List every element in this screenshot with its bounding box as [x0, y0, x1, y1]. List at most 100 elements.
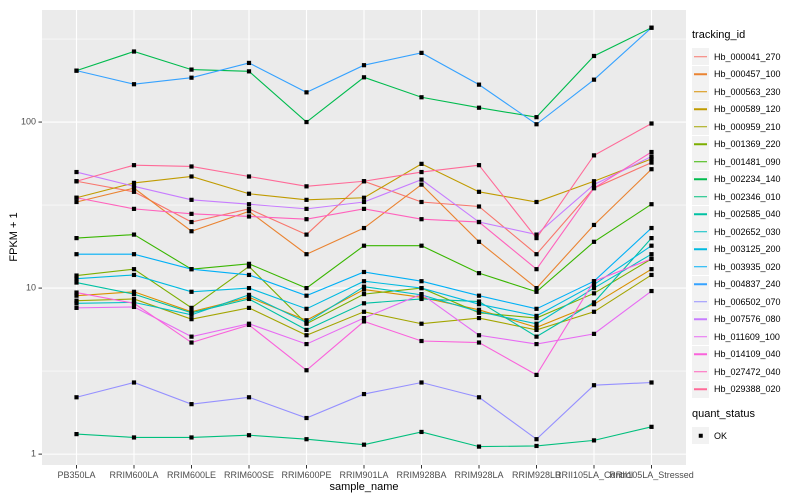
- series-color-line-icon: [694, 73, 707, 75]
- data-point-marker: [246, 214, 252, 219]
- data-point-marker: [246, 174, 252, 179]
- data-point-marker: [74, 395, 79, 400]
- legend-item-label: Hb_003935_020: [714, 261, 781, 272]
- data-point-marker: [189, 174, 194, 179]
- legend-item: Hb_007576_080: [692, 310, 798, 329]
- x-tick-label: RRIM928BA: [396, 470, 447, 480]
- data-point-marker: [534, 115, 539, 120]
- y-axis-title: FPKM + 1: [8, 212, 20, 262]
- data-point-marker: [74, 290, 79, 295]
- legend-item-label: Hb_000589_120: [714, 104, 781, 115]
- data-point-marker: [189, 164, 194, 169]
- data-point-marker: [361, 315, 367, 321]
- data-point-marker: [534, 315, 539, 321]
- data-point-marker: [189, 67, 194, 72]
- data-point-marker: [534, 372, 539, 378]
- data-point-marker: [74, 199, 79, 205]
- legend-item: Hb_006502_070: [692, 293, 798, 311]
- legend-item: Hb_003125_200: [692, 240, 798, 259]
- legend-item: Hb_002585_040: [692, 205, 798, 224]
- data-point-marker: [534, 232, 539, 237]
- data-point-marker: [419, 279, 424, 284]
- data-point-marker: [591, 222, 597, 228]
- data-point-marker: [361, 287, 367, 292]
- data-point-marker: [304, 206, 309, 211]
- data-point-marker: [591, 291, 597, 296]
- legend-key-swatch-icon: [692, 170, 709, 188]
- data-point-marker: [534, 236, 539, 241]
- legend-item-label: Hb_007576_080: [714, 314, 781, 325]
- legend-item: Hb_002234_140: [692, 170, 798, 189]
- legend-key-swatch-icon: [692, 328, 709, 346]
- series-color-line-icon: [694, 388, 707, 390]
- data-point-marker: [246, 285, 252, 291]
- legend-key-swatch-icon: [692, 135, 709, 153]
- data-point-marker: [534, 321, 539, 326]
- data-point-marker: [189, 211, 194, 216]
- series-color-line-icon: [694, 213, 707, 215]
- legend-key-swatch-icon: [692, 100, 709, 118]
- data-point-marker: [131, 380, 137, 385]
- data-point-marker: [131, 267, 137, 272]
- data-point-marker: [649, 25, 654, 30]
- data-point-marker: [361, 319, 367, 324]
- legend-item-label: Hb_002652_030: [714, 226, 781, 237]
- data-point-marker: [476, 105, 482, 110]
- x-tick-label: RRIM600PE: [281, 470, 332, 480]
- data-point-marker: [74, 252, 79, 257]
- quant-ok-marker-icon: [698, 433, 703, 438]
- data-point-marker: [419, 296, 424, 302]
- data-point-marker: [419, 285, 424, 291]
- data-point-marker: [476, 219, 482, 225]
- x-tick-label: RRII105LA_Control: [554, 470, 634, 480]
- data-point-marker: [591, 53, 597, 59]
- data-point-marker: [419, 292, 424, 297]
- data-point-marker: [246, 60, 252, 66]
- data-point-marker: [534, 341, 539, 347]
- data-point-marker: [476, 340, 482, 345]
- data-point-marker: [74, 432, 79, 437]
- series-color-line-icon: [694, 248, 707, 250]
- legend-key-swatch-icon: [692, 48, 709, 66]
- series-color-line-icon: [694, 301, 707, 303]
- data-point-marker: [74, 301, 79, 306]
- data-point-marker: [246, 264, 252, 269]
- y-tick-label: 100: [20, 116, 36, 127]
- x-tick-label: RRIM600LA: [109, 470, 159, 480]
- legend-item: Hb_002652_030: [692, 223, 798, 241]
- data-point-marker: [419, 243, 424, 248]
- series-color-line-icon: [694, 56, 707, 58]
- data-point-marker: [534, 334, 539, 339]
- legend-item: Hb_000457_100: [692, 65, 798, 84]
- x-tick-label: RRIM600SE: [223, 470, 275, 480]
- data-point-marker: [419, 217, 424, 222]
- data-point-marker: [304, 320, 309, 325]
- data-point-marker: [131, 252, 137, 257]
- legend-item-label: Hb_000457_100: [714, 69, 781, 80]
- data-point-marker: [534, 252, 539, 257]
- data-point-marker: [131, 49, 137, 54]
- data-point-marker: [361, 179, 367, 184]
- legend-key-swatch-icon: [692, 345, 709, 363]
- data-point-marker: [534, 325, 539, 330]
- legend-key-swatch-icon: [692, 293, 709, 311]
- data-point-marker: [534, 267, 539, 272]
- legend-item: Hb_027472_040: [692, 363, 798, 381]
- data-point-marker: [476, 293, 482, 298]
- data-point-marker: [304, 368, 309, 373]
- data-point-marker: [304, 437, 309, 442]
- data-point-marker: [189, 317, 194, 322]
- legend-title-tracking-id: tracking_id: [692, 29, 746, 41]
- data-point-marker: [649, 236, 654, 241]
- legend-item: Hb_014109_040: [692, 345, 798, 364]
- data-point-marker: [361, 279, 367, 284]
- data-point-marker: [304, 333, 309, 338]
- legend-item: Hb_004837_240: [692, 275, 798, 294]
- legend-item-label: Hb_000041_270: [714, 51, 781, 62]
- series-color-line-icon: [694, 196, 707, 198]
- data-point-marker: [361, 243, 367, 248]
- data-point-marker: [246, 272, 252, 278]
- data-point-marker: [304, 306, 309, 311]
- data-point-marker: [304, 90, 309, 95]
